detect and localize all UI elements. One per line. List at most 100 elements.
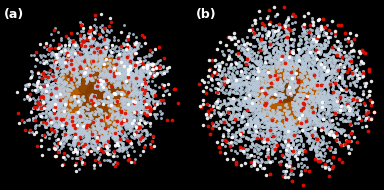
Point: [45, 83, 51, 86]
Point: [308, 77, 314, 80]
Point: [90, 99, 96, 102]
Point: [348, 95, 354, 98]
Point: [82, 139, 88, 142]
Point: [103, 33, 109, 36]
Point: [92, 93, 98, 97]
Point: [251, 102, 257, 105]
Point: [265, 75, 271, 78]
Point: [331, 43, 337, 46]
Point: [128, 70, 134, 73]
Point: [338, 79, 344, 82]
Point: [143, 65, 149, 68]
Point: [362, 81, 369, 84]
Point: [331, 58, 338, 61]
Point: [103, 74, 109, 77]
Point: [75, 157, 81, 160]
Point: [105, 117, 111, 120]
Point: [73, 73, 79, 76]
Point: [75, 144, 81, 147]
Point: [56, 86, 62, 89]
Point: [293, 56, 300, 59]
Point: [141, 146, 147, 149]
Point: [287, 83, 293, 86]
Point: [114, 81, 120, 84]
Point: [97, 131, 103, 134]
Point: [132, 68, 138, 71]
Point: [219, 87, 225, 90]
Point: [147, 132, 154, 135]
Point: [102, 126, 108, 129]
Point: [123, 106, 129, 109]
Point: [216, 112, 222, 115]
Point: [68, 54, 74, 57]
Point: [99, 144, 106, 147]
Point: [116, 99, 122, 102]
Point: [110, 134, 116, 137]
Point: [253, 83, 259, 86]
Point: [113, 131, 119, 134]
Point: [315, 154, 321, 157]
Point: [73, 52, 79, 55]
Point: [252, 105, 258, 108]
Point: [136, 139, 142, 142]
Point: [325, 110, 331, 113]
Point: [311, 39, 317, 42]
Point: [331, 103, 337, 106]
Point: [222, 43, 228, 46]
Point: [310, 101, 316, 104]
Point: [331, 101, 337, 104]
Point: [50, 74, 56, 78]
Point: [79, 127, 85, 131]
Point: [112, 145, 118, 148]
Point: [329, 69, 335, 72]
Point: [293, 113, 300, 116]
Point: [35, 96, 41, 99]
Point: [51, 94, 57, 97]
Point: [348, 76, 354, 79]
Point: [295, 163, 301, 166]
Point: [266, 91, 272, 94]
Point: [39, 77, 45, 80]
Point: [260, 93, 266, 97]
Point: [223, 103, 229, 106]
Point: [93, 53, 99, 56]
Point: [271, 84, 277, 87]
Point: [269, 112, 275, 115]
Point: [304, 131, 310, 134]
Point: [306, 95, 313, 98]
Point: [121, 110, 127, 113]
Point: [114, 139, 120, 142]
Point: [251, 100, 257, 103]
Point: [293, 72, 300, 75]
Point: [70, 138, 76, 141]
Point: [276, 43, 282, 46]
Point: [103, 72, 109, 75]
Point: [70, 131, 76, 134]
Point: [254, 146, 260, 149]
Point: [270, 120, 276, 123]
Point: [323, 33, 329, 36]
Point: [318, 101, 324, 104]
Point: [242, 126, 248, 129]
Point: [257, 67, 263, 70]
Point: [146, 97, 152, 100]
Point: [322, 45, 328, 48]
Point: [61, 129, 67, 132]
Point: [361, 82, 367, 85]
Point: [55, 65, 61, 68]
Point: [315, 85, 321, 88]
Point: [61, 81, 67, 84]
Point: [276, 52, 283, 55]
Point: [53, 86, 60, 89]
Point: [264, 160, 270, 163]
Point: [126, 145, 132, 148]
Point: [129, 65, 135, 68]
Point: [277, 93, 283, 96]
Point: [81, 44, 87, 47]
Point: [294, 114, 300, 117]
Point: [283, 128, 289, 131]
Point: [309, 46, 315, 49]
Point: [46, 100, 52, 103]
Point: [256, 42, 262, 45]
Point: [298, 57, 304, 60]
